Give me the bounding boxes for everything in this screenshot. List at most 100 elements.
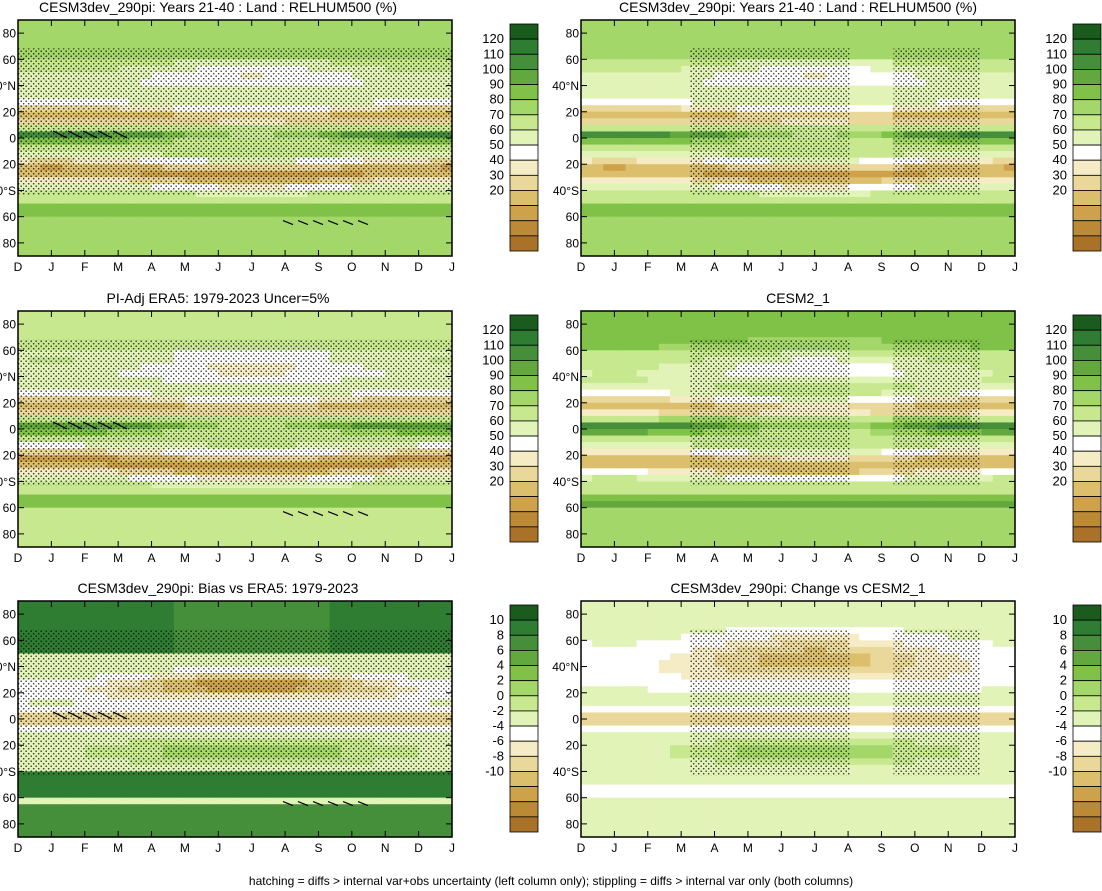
heatmap-cell — [959, 223, 972, 231]
heatmap-cell — [670, 330, 682, 338]
heatmap-cell — [736, 26, 749, 34]
heatmap-cell — [670, 46, 682, 54]
heatmap-cell — [725, 197, 738, 205]
heatmap-cell — [592, 223, 604, 231]
heatmap-cell — [340, 540, 353, 548]
heatmap-cell — [992, 249, 1005, 257]
heatmap-cell — [992, 118, 1005, 126]
heatmap-cell — [658, 324, 671, 332]
heatmap-cell — [429, 210, 442, 218]
heatmap-cell — [251, 527, 264, 535]
heatmap-cell — [914, 20, 927, 28]
heatmap-cell — [62, 507, 75, 515]
heatmap-cell — [296, 203, 308, 211]
heatmap-cell — [981, 105, 994, 113]
heatmap-cell — [747, 317, 760, 325]
heatmap-cell — [681, 26, 693, 34]
heatmap-cell — [848, 46, 860, 54]
heatmap-cell — [329, 527, 342, 535]
heatmap-cell — [440, 210, 453, 218]
heatmap-cell — [614, 216, 627, 224]
heatmap-cell — [670, 65, 682, 74]
heatmap-cell — [196, 540, 208, 548]
heatmap-cell — [362, 494, 375, 502]
heatmap-cell — [681, 190, 693, 198]
heatmap-cell — [162, 242, 175, 251]
heatmap-cell — [881, 363, 894, 371]
colorbar-swatch — [1072, 220, 1102, 237]
heatmap-cell — [285, 203, 297, 211]
heatmap-cell — [429, 223, 442, 231]
heatmap-cell — [848, 65, 860, 74]
heatmap-cell — [647, 164, 660, 172]
heatmap-cell — [781, 26, 794, 34]
heatmap-cell — [759, 223, 771, 231]
heatmap-cell — [592, 343, 604, 351]
heatmap-cell — [396, 242, 409, 251]
heatmap-cell — [273, 20, 286, 28]
heatmap-cell — [396, 330, 409, 338]
heatmap-cell — [948, 330, 960, 338]
heatmap-cell — [636, 157, 649, 165]
heatmap-cell — [825, 330, 838, 338]
heatmap-cell — [592, 383, 604, 391]
heatmap-cell — [636, 330, 649, 338]
heatmap-cell — [581, 52, 593, 60]
heatmap-cell — [1003, 223, 1016, 231]
heatmap-cell — [95, 39, 108, 47]
heatmap-cell — [636, 111, 649, 119]
heatmap-cell — [981, 144, 994, 152]
heatmap-cell — [937, 33, 949, 41]
heatmap-cell — [251, 533, 264, 542]
heatmap-cell — [240, 236, 253, 244]
heatmap-cell — [207, 210, 219, 218]
heatmap-cell — [396, 540, 409, 548]
heatmap-cell — [329, 26, 342, 34]
hatch-mark — [97, 130, 113, 139]
heatmap-cell — [307, 324, 320, 332]
heatmap-cell — [836, 223, 849, 231]
heatmap-cell — [251, 242, 264, 251]
heatmap-cell — [40, 311, 52, 319]
heatmap-cell — [73, 330, 86, 338]
heatmap-cell — [129, 317, 142, 325]
heatmap-cell — [925, 242, 938, 251]
heatmap-cell — [1003, 216, 1016, 224]
heatmap-cell — [18, 488, 30, 496]
heatmap-cell — [251, 540, 264, 548]
heatmap-cell — [803, 311, 816, 319]
heatmap-cell — [614, 210, 627, 218]
heatmap-cell — [285, 223, 297, 231]
heatmap-cell — [859, 242, 871, 251]
heatmap-cell — [362, 229, 375, 237]
hatch-mark — [327, 220, 339, 226]
heatmap-cell — [914, 317, 927, 325]
heatmap-cell — [62, 514, 75, 522]
heatmap-cell — [40, 210, 52, 218]
heatmap-cell — [670, 98, 682, 106]
heatmap-cell — [418, 527, 431, 535]
heatmap-cell — [329, 494, 342, 502]
heatmap-cell — [759, 197, 771, 205]
heatmap-cell — [948, 229, 960, 237]
heatmap-cell — [681, 183, 693, 192]
heatmap-cell — [207, 540, 219, 548]
heatmap-cell — [870, 144, 883, 152]
heatmap-cell — [84, 197, 97, 205]
heatmap-cell — [836, 197, 849, 205]
heatmap-cell — [218, 26, 231, 34]
heatmap-cell — [581, 311, 593, 319]
heatmap-cell — [329, 33, 342, 41]
heatmap-cell — [218, 520, 231, 528]
heatmap-cell — [892, 249, 905, 257]
heatmap-cell — [658, 242, 671, 251]
heatmap-cell — [351, 197, 364, 205]
colorbar-swatch — [509, 99, 539, 116]
heatmap-cell — [948, 223, 960, 231]
heatmap-cell — [925, 229, 938, 237]
heatmap-cell — [636, 177, 649, 185]
heatmap-cell — [1003, 203, 1016, 211]
heatmap-cell — [229, 317, 242, 325]
heatmap-cell — [658, 85, 671, 93]
heatmap-cell — [51, 330, 64, 338]
